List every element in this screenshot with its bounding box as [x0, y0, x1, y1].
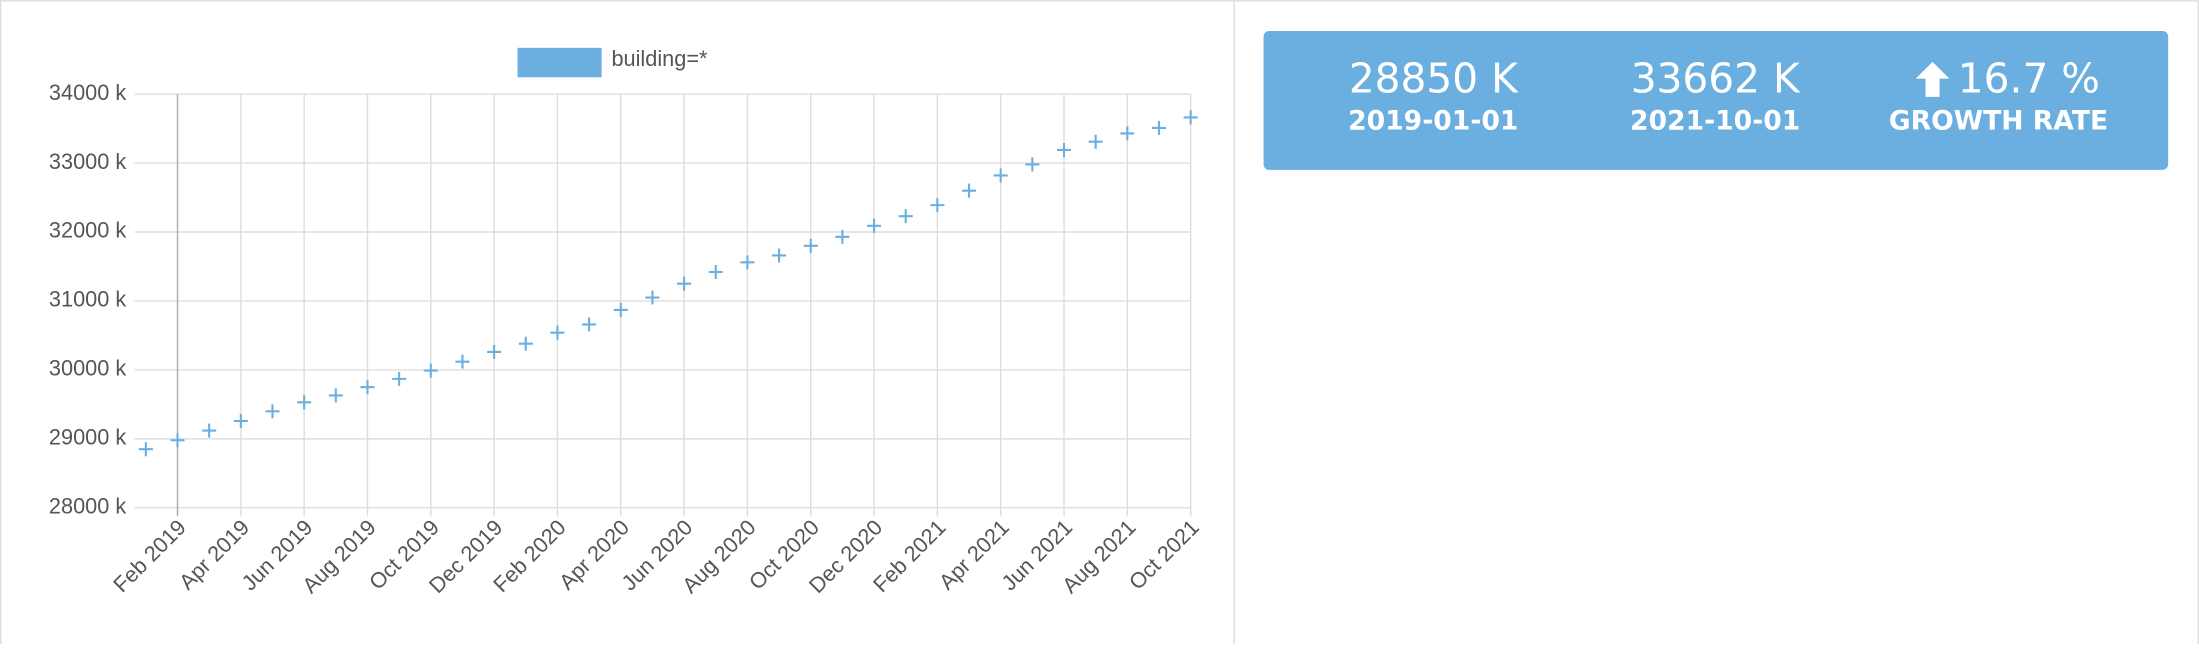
up-arrow-icon [1915, 61, 1950, 97]
stat-value: 16.7 % [1958, 54, 2100, 102]
legend-label: building=* [611, 46, 708, 71]
legend-swatch [517, 47, 602, 78]
point [423, 363, 438, 378]
point [772, 248, 787, 263]
point [138, 442, 153, 457]
point [360, 380, 375, 395]
y-tick-label: 28000 k [49, 494, 126, 519]
point [550, 325, 565, 340]
stat-value: 28850 K [1349, 54, 1519, 102]
point [265, 404, 280, 419]
y-tick-label: 34000 k [49, 80, 126, 105]
point [993, 168, 1008, 183]
y-tick-label: 33000 k [49, 149, 126, 174]
point [613, 302, 628, 317]
stat-panel [1263, 30, 2169, 170]
y-tick-label: 32000 k [49, 218, 126, 243]
point [297, 395, 312, 410]
stat-label: 2021-10-01 [1630, 106, 1800, 137]
point [518, 336, 533, 351]
point [233, 413, 248, 428]
point [582, 317, 597, 332]
point [1120, 126, 1135, 141]
point [392, 371, 407, 386]
point [202, 423, 217, 438]
point [677, 276, 692, 291]
point [835, 229, 850, 244]
point [803, 238, 818, 253]
point [328, 388, 343, 403]
point [170, 433, 185, 448]
stat-value: 33662 K [1631, 54, 1801, 102]
point [962, 183, 977, 198]
point [1025, 157, 1040, 172]
point [930, 198, 945, 213]
point [645, 290, 660, 305]
y-tick-label: 31000 k [49, 287, 126, 312]
point [867, 218, 882, 233]
point [1088, 134, 1103, 149]
point [1183, 110, 1198, 125]
point [1057, 142, 1072, 157]
stat-label: GROWTH RATE [1889, 106, 2108, 137]
point [455, 354, 470, 369]
point [898, 209, 913, 224]
point [487, 344, 502, 360]
stat-label: 2019-01-01 [1348, 106, 1518, 137]
y-tick-label: 30000 k [49, 356, 126, 381]
point [1151, 120, 1167, 135]
y-tick-label: 29000 k [49, 425, 126, 450]
point [708, 264, 723, 280]
point [740, 255, 755, 270]
